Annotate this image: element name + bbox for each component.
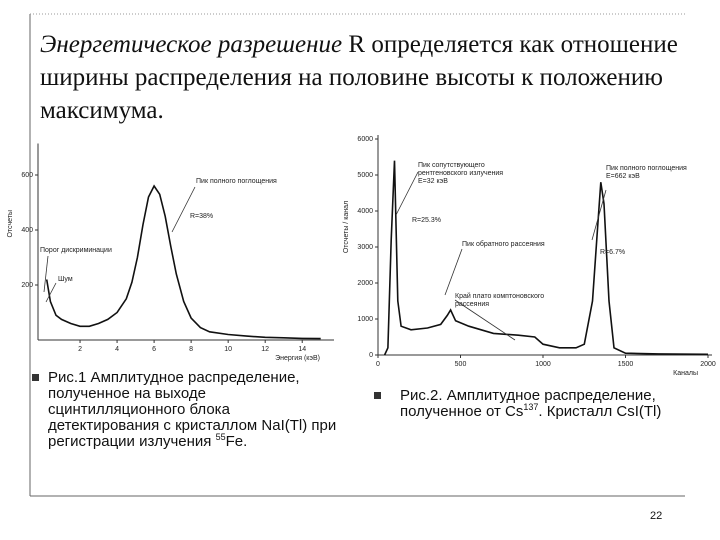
- bullet: [32, 374, 39, 381]
- page-number: 22: [650, 510, 663, 522]
- caption-text: . Кристалл CsI(Tl): [538, 403, 662, 420]
- caption-sup: 137: [523, 402, 539, 412]
- x-tick-label: 4: [115, 346, 119, 353]
- bullet: [374, 392, 381, 399]
- annotation: рассеяния: [455, 301, 489, 308]
- x-tick-label: 500: [455, 361, 467, 368]
- x-tick-label: 0: [376, 361, 380, 368]
- title-italic: Энергетическое разрешение: [40, 31, 343, 58]
- y-tick-label: 0: [369, 352, 373, 359]
- title-rest: R определяется как отношение ширины расп…: [40, 31, 678, 124]
- x-tick-label: 12: [261, 346, 269, 353]
- y-tick-label: 3000: [357, 244, 373, 251]
- y-axis-label: Отсчеты: [7, 210, 14, 238]
- caption-text: Рис.1 Амплитудное распределение, получен…: [48, 369, 337, 450]
- x-tick-label: 10: [224, 346, 232, 353]
- annotation-arrow: [454, 299, 516, 341]
- annotation: R=25.3%: [412, 217, 441, 224]
- annotation-arrow: [591, 189, 607, 241]
- annotation-arrow: [395, 171, 419, 216]
- annotation-arrow: [444, 248, 463, 296]
- y-axis-label: Отсчеты / канал: [343, 201, 350, 253]
- caption: Рис.1 Амплитудное распределение, получен…: [48, 370, 338, 450]
- x-axis-label: Энергия (кэВ): [275, 355, 320, 362]
- caption-text: Рис.2. Амплитудное распределение, получе…: [400, 387, 656, 420]
- annotation: Пик полного поглощения: [196, 178, 277, 185]
- annotation: Шум: [58, 276, 73, 283]
- x-tick-label: 8: [189, 346, 193, 353]
- annotation: E=662 кэВ: [606, 173, 640, 180]
- annotation: Порог дискриминации: [40, 247, 112, 254]
- x-tick-label: 2000: [700, 361, 716, 368]
- caption: Рис.2. Амплитудное распределение, получе…: [400, 388, 670, 420]
- spectrum-line: [45, 184, 321, 340]
- x-tick-label: 6: [152, 346, 156, 353]
- annotation: Пик полного поглощения: [606, 165, 687, 172]
- annotation-arrow: [171, 186, 196, 233]
- annotation-arrow: [43, 255, 49, 293]
- title: Энергетическое разрешение R определяется…: [40, 28, 700, 127]
- y-tick-label: 5000: [357, 172, 373, 179]
- y-tick-label: 1000: [357, 316, 373, 323]
- annotation: E=32 кэВ: [418, 178, 448, 185]
- y-tick-label: 600: [21, 172, 33, 179]
- y-tick-label: 2000: [357, 280, 373, 287]
- caption-text: Fe.: [225, 433, 248, 450]
- x-tick-label: 1500: [618, 361, 634, 368]
- y-tick-label: 200: [21, 282, 33, 289]
- x-tick-label: 14: [298, 346, 306, 353]
- y-tick-label: 4000: [357, 208, 373, 215]
- annotation: Пик сопутствующего: [418, 162, 485, 169]
- annotation: Край плато комптоновского: [455, 292, 544, 300]
- y-tick-label: 400: [21, 227, 33, 234]
- annotation: рентгеновского излучения: [418, 170, 503, 177]
- annotation-arrow: [45, 282, 57, 303]
- caption-sup: 55: [215, 432, 226, 442]
- annotation: Пик обратного рассеяния: [462, 240, 545, 248]
- x-tick-label: 1000: [535, 361, 551, 368]
- y-tick-label: 6000: [357, 136, 373, 143]
- x-tick-label: 2: [78, 346, 82, 353]
- x-axis-label: Каналы: [673, 370, 698, 377]
- spectrum-line: [383, 160, 709, 356]
- annotation: R=6.7%: [600, 249, 625, 256]
- annotation: R=38%: [190, 213, 213, 220]
